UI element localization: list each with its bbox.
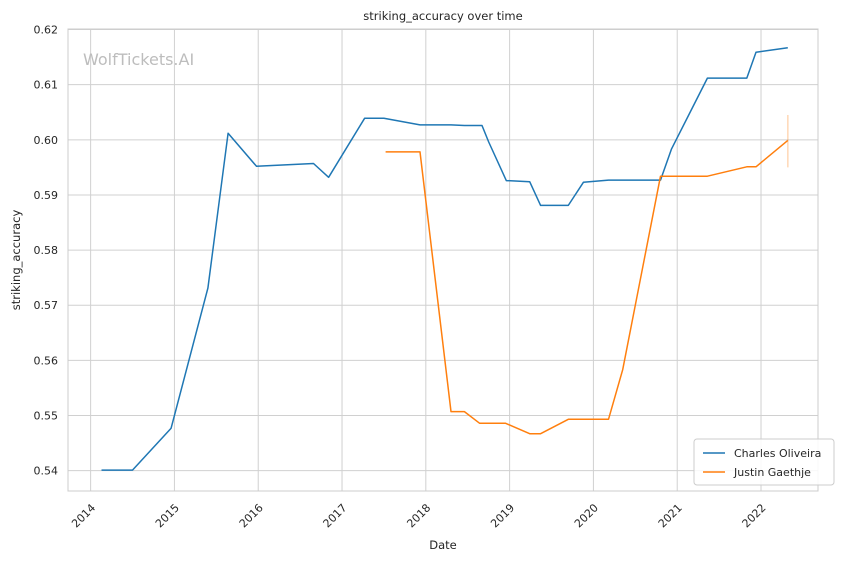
x-axis-ticks: 2014 2015 2016 2017 2018 2019 2020 2021 2022 <box>69 501 768 530</box>
watermark: WolfTickets.AI <box>83 50 194 69</box>
x-tick-label: 2020 <box>572 501 601 530</box>
series-line-1 <box>101 46 788 471</box>
y-tick-label: 0.62 <box>34 24 59 37</box>
legend: Charles Oliveira Justin Gaethje <box>693 438 835 486</box>
y-axis-title: striking_accuracy <box>9 210 23 311</box>
x-tick-label: 2017 <box>321 501 350 530</box>
y-tick-label: 0.54 <box>34 465 59 478</box>
y-tick-label: 0.56 <box>34 354 59 367</box>
x-tick-label: 2016 <box>237 501 266 530</box>
plot-series <box>101 46 789 471</box>
plot-frame <box>67 28 819 492</box>
x-tick-label: 2018 <box>404 501 433 530</box>
x-tick-label: 2021 <box>656 501 685 530</box>
y-tick-label: 0.58 <box>34 244 59 257</box>
y-tick-label: 0.57 <box>34 299 59 312</box>
series-line-2 <box>385 139 789 435</box>
legend-label: Charles Oliveira <box>734 447 821 460</box>
x-tick-label: 2015 <box>153 501 182 530</box>
legend-label: Justin Gaethje <box>733 466 811 479</box>
grid-lines <box>68 29 818 491</box>
y-tick-label: 0.60 <box>34 134 59 147</box>
x-tick-label: 2019 <box>488 501 517 530</box>
legend-box <box>693 438 835 486</box>
x-axis-title: Date <box>429 538 457 552</box>
y-tick-label: 0.55 <box>34 409 59 422</box>
y-axis-ticks: 0.54 0.55 0.56 0.57 0.58 0.59 0.60 0.61 0.62 <box>34 24 59 478</box>
x-tick-label: 2022 <box>740 501 769 530</box>
y-tick-label: 0.61 <box>34 79 59 92</box>
x-tick-label: 2014 <box>69 501 98 530</box>
y-tick-label: 0.59 <box>34 189 59 202</box>
chart-title: striking_accuracy over time <box>363 9 522 23</box>
